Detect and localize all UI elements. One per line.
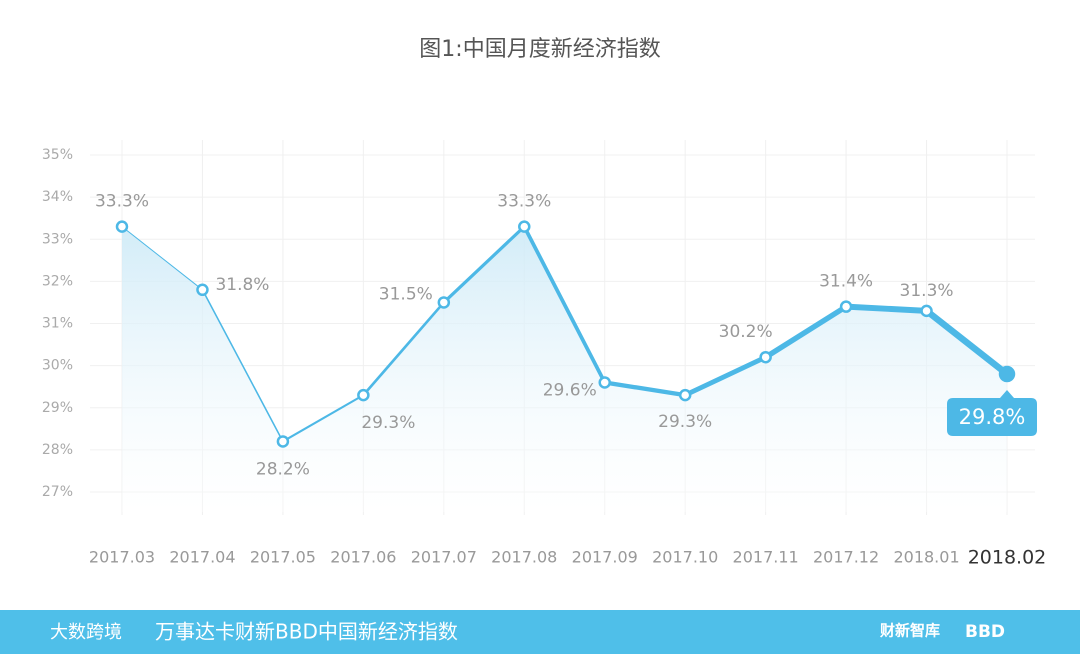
line-segment	[362, 301, 446, 397]
x-tick-label: 2018.01	[893, 548, 959, 567]
x-tick-label: 2017.08	[491, 548, 557, 567]
value-label: 33.3%	[95, 192, 149, 212]
point	[276, 435, 290, 448]
value-label: 29.3%	[361, 413, 415, 433]
y-tick-label: 27%	[42, 484, 73, 500]
x-tick-label: 2017.06	[330, 548, 396, 567]
value-label: 31.3%	[900, 281, 954, 301]
line-segment	[121, 226, 203, 291]
x-tick-label: 2017.05	[250, 548, 316, 567]
footer-logo: 财新智库	[880, 622, 940, 640]
line-segment	[201, 289, 284, 443]
point	[998, 365, 1016, 383]
line-segment	[442, 225, 526, 305]
x-tick-label: 2017.04	[169, 548, 235, 567]
line-segment	[281, 394, 365, 443]
point	[115, 220, 129, 233]
y-tick-label: 35%	[42, 147, 73, 163]
x-tick-label: 2017.10	[652, 548, 718, 567]
label-box	[947, 390, 1037, 437]
point	[437, 296, 451, 309]
y-tick-label: 28%	[42, 442, 73, 458]
line-segment	[522, 224, 607, 385]
line-segment	[843, 303, 930, 314]
footer-caption: 万事达卡财新BBD中国新经济指数	[155, 620, 458, 644]
point	[598, 376, 611, 389]
chart-title: 图1:中国月度新经济指数	[419, 37, 660, 62]
value-label: 33.3%	[497, 192, 551, 212]
value-label: 29.6%	[543, 380, 597, 400]
x-tick-label: 2017.11	[733, 548, 799, 567]
value-label: 31.5%	[379, 284, 433, 304]
y-tick-label: 33%	[42, 231, 73, 247]
footer-brand: 大数跨境	[50, 622, 122, 643]
x-tick-label: 2018.02	[968, 547, 1047, 569]
value-label: 29.8%	[959, 405, 1026, 429]
x-tick-label: 2017.12	[813, 548, 879, 567]
line-segment	[602, 380, 688, 398]
value-label: 28.2%	[256, 459, 310, 479]
point	[920, 304, 933, 318]
x-tick-label: 2017.09	[572, 548, 638, 567]
area	[122, 226, 1007, 513]
point	[678, 388, 692, 402]
footer-bar	[0, 610, 1080, 654]
y-tick-label: 30%	[42, 358, 73, 374]
y-tick-label: 31%	[42, 316, 73, 332]
point	[196, 283, 209, 297]
point	[357, 388, 370, 402]
value-label: 31.8%	[215, 275, 269, 295]
y-tick-label: 32%	[42, 273, 73, 289]
x-tick-label: 2017.07	[411, 548, 477, 567]
x-tick-label: 2017.03	[89, 548, 155, 567]
line-segment	[923, 307, 1011, 378]
point	[839, 300, 853, 313]
value-label: 31.4%	[819, 272, 873, 292]
footer-logo: BBD	[965, 622, 1005, 642]
point	[759, 350, 772, 364]
line-segment	[762, 303, 849, 360]
line-segment	[682, 354, 769, 398]
value-label: 30.2%	[719, 322, 773, 342]
y-tick-label: 34%	[42, 189, 73, 205]
value-label: 29.3%	[658, 412, 712, 432]
point	[518, 220, 531, 233]
y-tick-label: 29%	[42, 400, 73, 416]
